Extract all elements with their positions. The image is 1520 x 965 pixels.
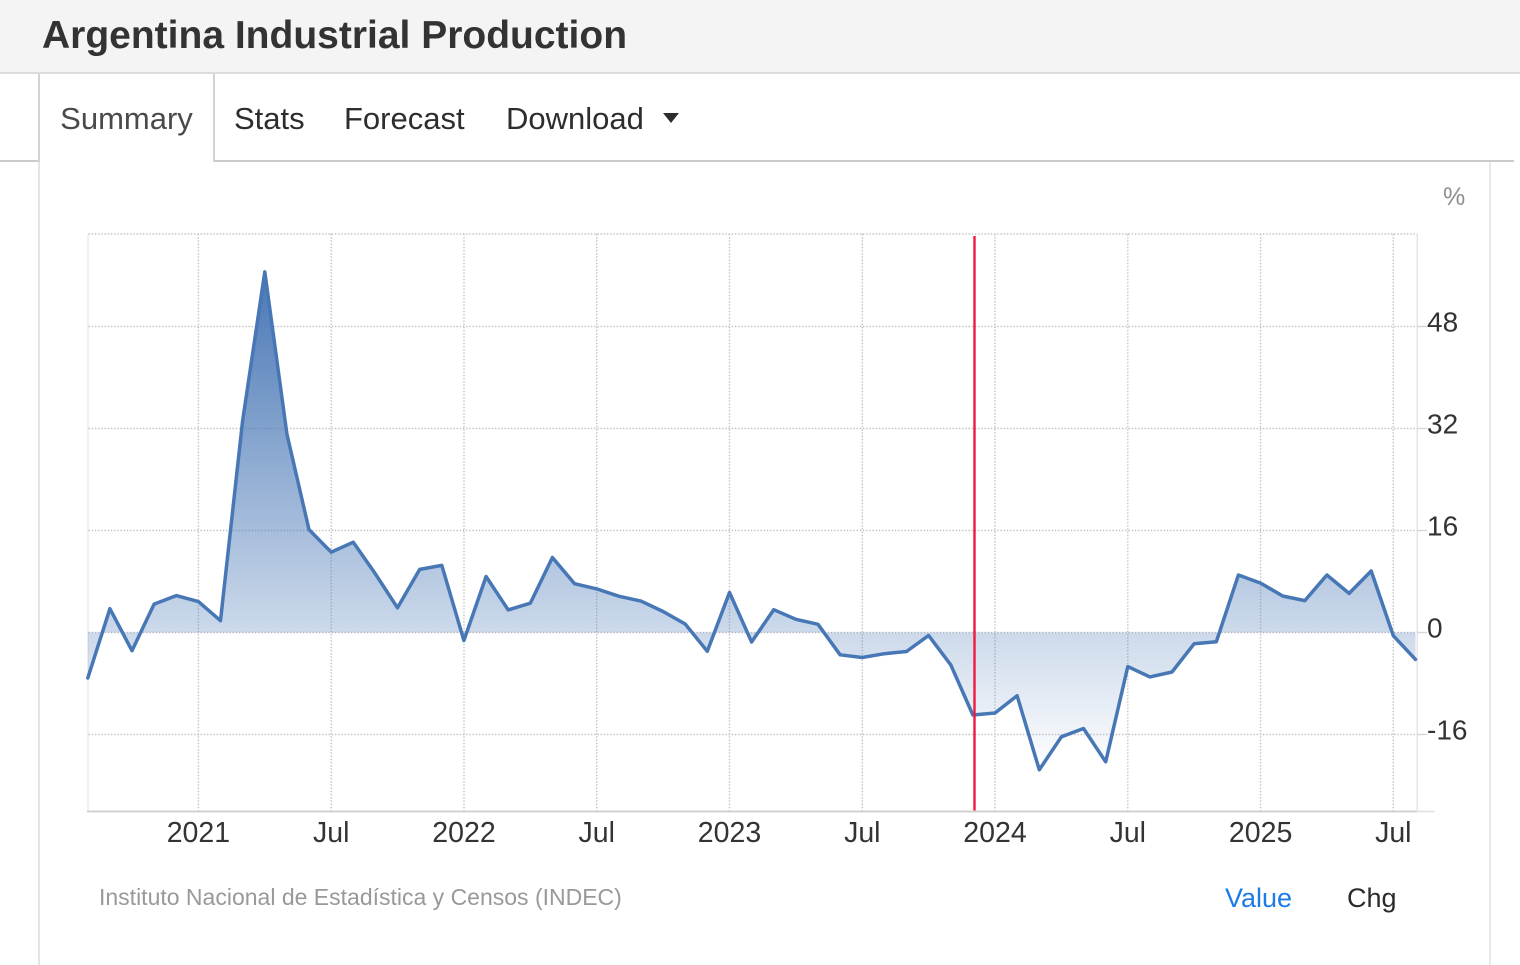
- svg-text:Jul: Jul: [578, 817, 614, 849]
- svg-text:2021: 2021: [167, 817, 230, 849]
- svg-text:Jul: Jul: [1375, 817, 1411, 849]
- svg-text:32: 32: [1427, 409, 1458, 440]
- svg-text:2023: 2023: [698, 817, 761, 849]
- svg-text:Jul: Jul: [844, 817, 880, 849]
- svg-text:0: 0: [1427, 613, 1443, 644]
- svg-text:Jul: Jul: [1110, 817, 1146, 849]
- svg-text:16: 16: [1427, 511, 1458, 542]
- svg-text:%: %: [1443, 183, 1465, 211]
- svg-text:Jul: Jul: [313, 817, 349, 849]
- svg-text:2025: 2025: [1229, 817, 1292, 849]
- svg-text:2022: 2022: [432, 817, 495, 849]
- svg-text:48: 48: [1427, 307, 1458, 338]
- svg-text:-16: -16: [1427, 715, 1467, 746]
- svg-text:2024: 2024: [963, 817, 1027, 849]
